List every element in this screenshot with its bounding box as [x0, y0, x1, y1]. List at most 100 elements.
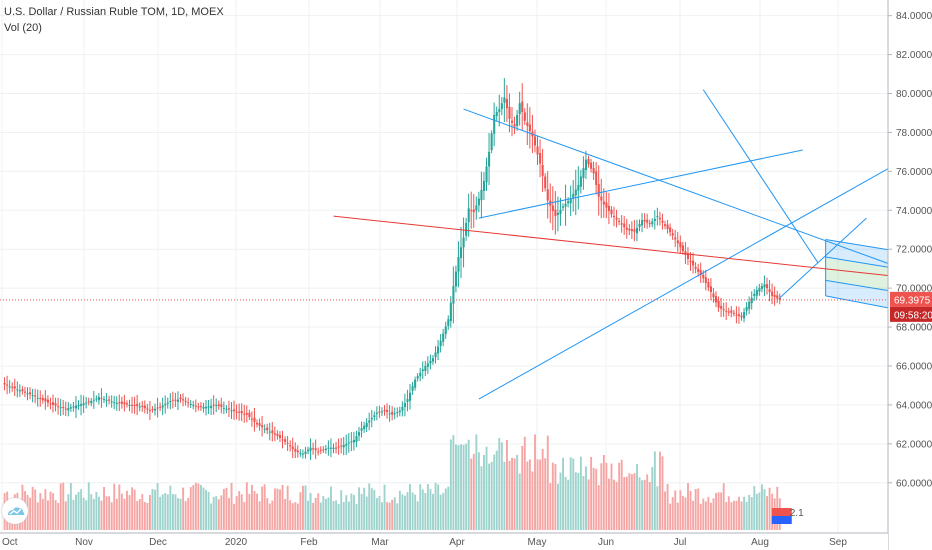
- volume-bar: [460, 444, 462, 530]
- candle-body: [179, 397, 182, 400]
- candle-body: [80, 404, 83, 406]
- support-line[interactable]: [478, 163, 898, 400]
- candle-body: [222, 407, 225, 409]
- volume-bar: [108, 496, 111, 530]
- volume-bar: [506, 439, 508, 530]
- volume-bar: [398, 490, 401, 530]
- candle-body: [447, 319, 450, 326]
- candle-body: [113, 402, 116, 404]
- candle-body: [755, 290, 758, 296]
- volume-indicator-label[interactable]: Vol (20): [4, 22, 42, 34]
- volume-bar: [503, 461, 506, 530]
- candle-body: [495, 112, 498, 116]
- price-tick-label: 70.0000: [896, 284, 932, 295]
- volume-bar: [587, 479, 590, 530]
- candle-body: [737, 314, 741, 317]
- candle-body: [613, 216, 616, 218]
- countdown-tag[interactable]: [890, 306, 932, 322]
- volume-bar: [233, 503, 236, 530]
- volume-bar: [64, 501, 67, 530]
- lower-support-line[interactable]: [779, 217, 867, 299]
- candle-body: [745, 306, 748, 311]
- candle-body: [398, 410, 401, 413]
- volume-bar: [261, 486, 264, 530]
- candle-body: [760, 286, 763, 289]
- volume-bar: [516, 454, 519, 530]
- candle-body: [67, 408, 70, 411]
- volume-bar: [554, 464, 557, 530]
- candle-body: [146, 408, 149, 410]
- candle-body: [488, 151, 491, 167]
- volume-bar: [391, 499, 394, 530]
- volume-bar: [669, 503, 672, 530]
- volume-bar: [569, 457, 572, 530]
- descending-line[interactable]: [463, 108, 898, 268]
- candle-body: [623, 223, 626, 228]
- volume-bar: [217, 499, 220, 530]
- volume-bar: [406, 492, 409, 530]
- candle-body: [322, 449, 325, 451]
- volume-bar: [143, 502, 146, 530]
- time-axis-label: Oct: [2, 537, 18, 548]
- volume-bar: [745, 501, 748, 530]
- candle-body: [511, 120, 514, 123]
- channel-edge: [825, 238, 898, 252]
- candle-body: [409, 392, 412, 401]
- volume-bar: [643, 479, 646, 530]
- candle-body: [13, 386, 16, 389]
- time-axis-label: Mar: [371, 537, 389, 548]
- volume-bar: [419, 484, 422, 530]
- candle-body: [521, 101, 524, 113]
- candle-body: [212, 404, 215, 406]
- volume-bar: [337, 503, 340, 530]
- volume-bar: [495, 450, 498, 530]
- candle-body: [437, 346, 440, 354]
- candle-body: [590, 162, 593, 169]
- symbol-title[interactable]: U.S. Dollar / Russian Ruble TOM, 1D, MOE…: [4, 6, 224, 18]
- volume-bar: [610, 463, 613, 530]
- volume-bar: [149, 494, 151, 530]
- volume-bar: [245, 482, 248, 530]
- candle-body: [263, 428, 266, 430]
- candle-body: [187, 402, 190, 404]
- volume-bar: [638, 477, 641, 530]
- rising-line-upper[interactable]: [478, 149, 803, 219]
- red-regression-line[interactable]: [333, 215, 898, 277]
- candle-body: [368, 420, 371, 423]
- volume-bar: [748, 494, 751, 530]
- volume-bar: [34, 489, 37, 530]
- volume-bar: [743, 496, 746, 530]
- volume-bar: [57, 502, 60, 530]
- volume-bar: [113, 483, 116, 530]
- candle-body: [442, 333, 445, 342]
- current-price-tag[interactable]: [890, 291, 932, 307]
- candle-body: [97, 397, 100, 401]
- candle-body: [709, 286, 712, 293]
- candle-body: [46, 399, 49, 403]
- candle-body: [424, 365, 427, 371]
- volume-bar: [605, 462, 608, 530]
- volume-bar: [467, 439, 470, 530]
- candle-body: [307, 449, 310, 452]
- candle-body: [248, 412, 251, 418]
- volume-bar: [727, 496, 730, 530]
- volume-bar: [424, 493, 427, 530]
- candle-body: [595, 171, 598, 185]
- candle-body: [34, 395, 37, 397]
- volume-bar: [238, 491, 241, 530]
- volume-bar: [138, 499, 141, 530]
- candle-body: [210, 405, 213, 409]
- candle-body: [523, 112, 526, 121]
- candle-body: [516, 114, 519, 126]
- tradingview-logo[interactable]: [2, 498, 28, 524]
- volume-bar: [215, 496, 218, 530]
- steep-descending-line[interactable]: [702, 89, 819, 264]
- candle-body: [6, 384, 9, 386]
- candle-body: [671, 233, 674, 236]
- candle-body: [238, 411, 241, 413]
- volume-bar: [526, 461, 529, 530]
- volume-bar: [462, 444, 465, 530]
- volume-bar: [307, 500, 309, 530]
- volume-bar: [393, 497, 396, 530]
